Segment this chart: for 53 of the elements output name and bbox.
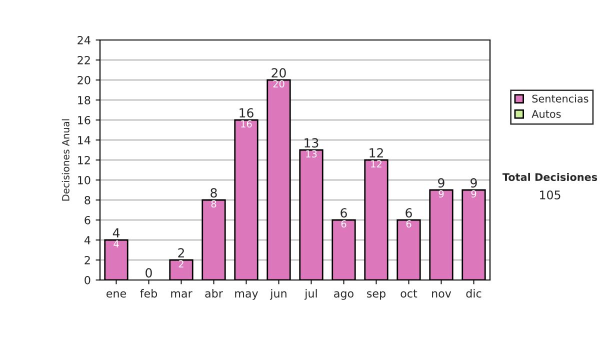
x-tick-label: sep bbox=[367, 291, 386, 300]
y-tick-label: 2 bbox=[84, 256, 90, 264]
x-tick-label: jul bbox=[304, 289, 317, 300]
total-label: 6 bbox=[406, 208, 412, 218]
y-tick-label: 16 bbox=[78, 116, 90, 124]
y-tick-label: 6 bbox=[84, 216, 90, 224]
data-label: 12 bbox=[371, 160, 382, 168]
legend-label: Sentencias bbox=[532, 94, 588, 103]
total-label: 9 bbox=[470, 178, 477, 188]
x-tick-label: nov bbox=[432, 291, 452, 298]
y-tick-label: 0 bbox=[84, 276, 90, 284]
data-label: 6 bbox=[341, 220, 346, 228]
data-label: 13 bbox=[306, 150, 317, 158]
data-label: 9 bbox=[471, 190, 476, 198]
y-tick-label: 18 bbox=[78, 96, 90, 104]
x-tick-label: mar bbox=[171, 291, 192, 298]
y-tick-label: 10 bbox=[78, 176, 90, 184]
x-tick-label: may bbox=[235, 291, 258, 300]
x-tick-label: dic bbox=[466, 289, 482, 298]
y-tick-label: 22 bbox=[78, 56, 90, 64]
data-label: 9 bbox=[438, 190, 444, 198]
data-label: 8 bbox=[211, 200, 216, 208]
text: Total Decisiones bbox=[502, 172, 598, 182]
text: 105 bbox=[540, 190, 560, 200]
total-label: 9 bbox=[438, 178, 444, 188]
x-tick-label: jun bbox=[270, 289, 286, 300]
total-label: 12 bbox=[370, 148, 383, 158]
total-label: 16 bbox=[240, 108, 254, 118]
y-tick-label: 4 bbox=[84, 236, 90, 244]
x-tick-label: feb bbox=[140, 289, 158, 298]
x-tick-label: ene bbox=[106, 291, 126, 298]
y-tick-label: 20 bbox=[78, 76, 90, 84]
total-label: 4 bbox=[112, 228, 120, 238]
x-tick-label: abr bbox=[205, 289, 223, 298]
data-label: 2 bbox=[178, 260, 184, 268]
data-label: 20 bbox=[273, 80, 284, 88]
y-axis-title: Decisiones Anual bbox=[62, 119, 70, 201]
y-tick-label: 12 bbox=[78, 156, 90, 164]
legend-label: Autos bbox=[532, 110, 561, 118]
data-label: 16 bbox=[241, 120, 252, 128]
x-tick-label: oct bbox=[400, 290, 418, 298]
y-tick-label: 24 bbox=[78, 36, 90, 44]
total-label: 20 bbox=[272, 68, 286, 78]
x-tick-label: ago bbox=[334, 291, 354, 300]
total-label: 0 bbox=[146, 268, 152, 278]
total-label: 13 bbox=[304, 138, 318, 148]
total-label: 8 bbox=[210, 188, 217, 198]
total-label: 6 bbox=[340, 208, 347, 218]
total-label: 2 bbox=[178, 248, 184, 258]
y-tick-label: 8 bbox=[84, 196, 90, 204]
data-label: 6 bbox=[406, 220, 412, 228]
data-label: 4 bbox=[114, 240, 119, 248]
y-tick-label: 14 bbox=[78, 136, 90, 144]
